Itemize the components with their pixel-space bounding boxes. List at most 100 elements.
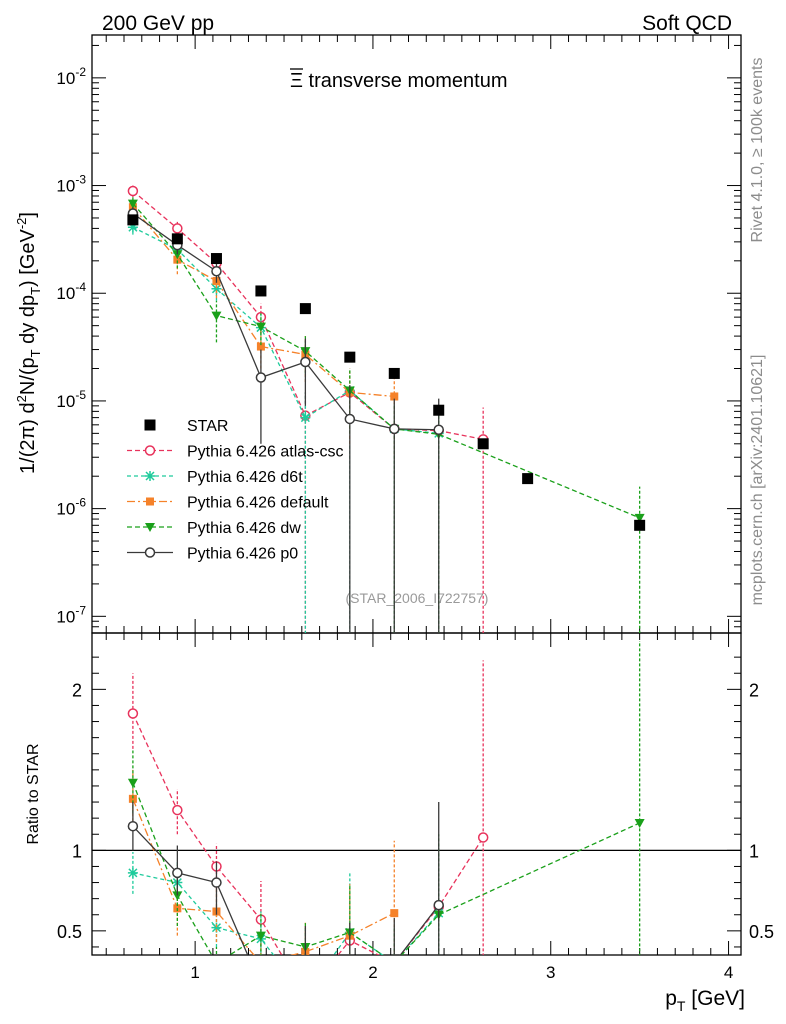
data-point: [300, 356, 311, 368]
data-point: [211, 266, 222, 277]
x-tick-label: 3: [546, 963, 555, 982]
y-axis-label-part: -2: [14, 218, 29, 230]
ratio-series-pythia-6-426-atlas-csc: [127, 660, 489, 955]
data-point: [211, 283, 222, 294]
legend-marker: [146, 497, 154, 506]
data-point: [433, 424, 444, 436]
legend-label: Pythia 6.426 p0: [187, 546, 298, 563]
plot-title: Ξ transverse momentum: [290, 70, 508, 92]
y-tick-exponent: -7: [75, 603, 86, 617]
data-point: [255, 322, 266, 332]
ratio-series-line: [132, 872, 440, 955]
ratio-y-tick-label-right: 2: [749, 680, 759, 700]
legend-marker: [145, 523, 155, 532]
ratio-point: [211, 959, 221, 968]
data-point: [255, 372, 267, 383]
ratio-point: [127, 820, 139, 832]
x-axis-label-p: p: [665, 987, 677, 1010]
ratio-point: [303, 954, 308, 955]
x-tick-label: 2: [368, 963, 377, 982]
ratio-point: [172, 867, 183, 879]
ratio-series-line: [132, 713, 484, 955]
x-axis-label-unit: [GeV]: [685, 987, 745, 1010]
series-pythia-6-426-p0: [127, 207, 444, 633]
data-point: [522, 473, 534, 485]
data-point: [127, 222, 138, 233]
analysis-watermark: (STAR_2006_I722757): [346, 590, 489, 606]
series-line: [132, 190, 484, 440]
data-point: [172, 223, 183, 234]
ratio-point: [172, 891, 183, 901]
data-point: [300, 412, 311, 423]
ratio-series-pythia-6-426-p0: [127, 802, 444, 990]
main-frame-border: [91, 34, 742, 634]
series-pythia-6-426-d6t: [127, 220, 444, 633]
y-tick-label: 10-7: [56, 603, 86, 626]
rivet-version-label: Rivet 4.1.0, ≥ 100k events: [749, 58, 766, 243]
data-point: [299, 303, 311, 315]
legend-item: Pythia 6.426 dw: [127, 520, 301, 537]
data-point: [390, 392, 399, 401]
ratio-point: [127, 708, 139, 719]
data-point: [255, 285, 267, 297]
y-axis-label-part: T: [28, 287, 43, 295]
data-point: [173, 255, 182, 264]
ratio-y-tick-label-right: 0.5: [749, 922, 774, 942]
xi-bar-symbol: Ξ: [290, 70, 303, 92]
ratio-series-line: [132, 825, 440, 955]
y-tick-label: 10-6: [56, 496, 86, 519]
data-point: [172, 250, 183, 260]
x-tick-label: 1: [190, 963, 199, 982]
ratio-point: [389, 959, 399, 968]
ratio-point: [172, 804, 183, 816]
category-label: Soft QCD: [642, 12, 732, 35]
ratio-point: [433, 899, 444, 911]
legend-label: Pythia 6.426 atlas-csc: [187, 444, 344, 461]
y-axis-label-part: N/(p: [17, 357, 39, 395]
ratio-point: [634, 818, 645, 828]
y-tick-exponent: -3: [75, 173, 86, 187]
data-point: [433, 404, 445, 416]
data-point: [477, 438, 489, 450]
ratio-point: [128, 794, 137, 803]
y-axis-label-part: 1/(2π) d: [17, 402, 39, 474]
data-point: [256, 342, 265, 351]
data-point: [210, 253, 222, 265]
y-tick-exponent: -2: [75, 65, 86, 79]
plot-title-text: transverse momentum: [303, 70, 508, 92]
ratio-series-line: [132, 782, 640, 955]
data-point: [634, 513, 645, 523]
legend-label: Pythia 6.426 default: [187, 495, 329, 512]
data-point: [127, 214, 139, 226]
legend-marker: [144, 445, 156, 456]
ratio-point: [127, 867, 138, 878]
legend-label: STAR: [187, 418, 228, 435]
ratio-y-tick-label-right: 1: [749, 841, 759, 861]
data-point: [171, 233, 183, 245]
legend-item: Pythia 6.426 default: [127, 495, 329, 512]
energy-label: 200 GeV pp: [102, 12, 214, 35]
legend-item: Pythia 6.426 atlas-csc: [127, 444, 344, 461]
series-line: [132, 212, 439, 431]
y-tick-label: 10-4: [56, 280, 86, 303]
x-tick-label: 4: [724, 963, 733, 982]
ratio-point: [256, 981, 265, 990]
legend-marker: [145, 471, 155, 481]
ratio-frame-border: [91, 632, 742, 956]
y-tick-label: 10-5: [56, 388, 86, 411]
ratio-y-axis-label: Ratio to STAR: [25, 743, 42, 844]
data-point: [634, 519, 646, 531]
data-point: [344, 413, 356, 425]
main-panel: 10-7 10-6 10-5 10-4 10-3 10-2: [56, 34, 742, 634]
y-tick-exponent: -6: [75, 496, 86, 510]
ratio-series-pythia-6-426-default: [128, 769, 399, 955]
ratio-series-pythia-6-426-dw: [127, 641, 645, 968]
data-point: [388, 367, 400, 379]
data-point: [127, 199, 138, 209]
ratio-y-tick-label: 2: [72, 680, 82, 700]
ratio-point: [127, 778, 138, 788]
ratio-point: [390, 909, 399, 918]
ratio-point: [255, 931, 266, 941]
legend-label: Pythia 6.426 d6t: [187, 469, 303, 486]
